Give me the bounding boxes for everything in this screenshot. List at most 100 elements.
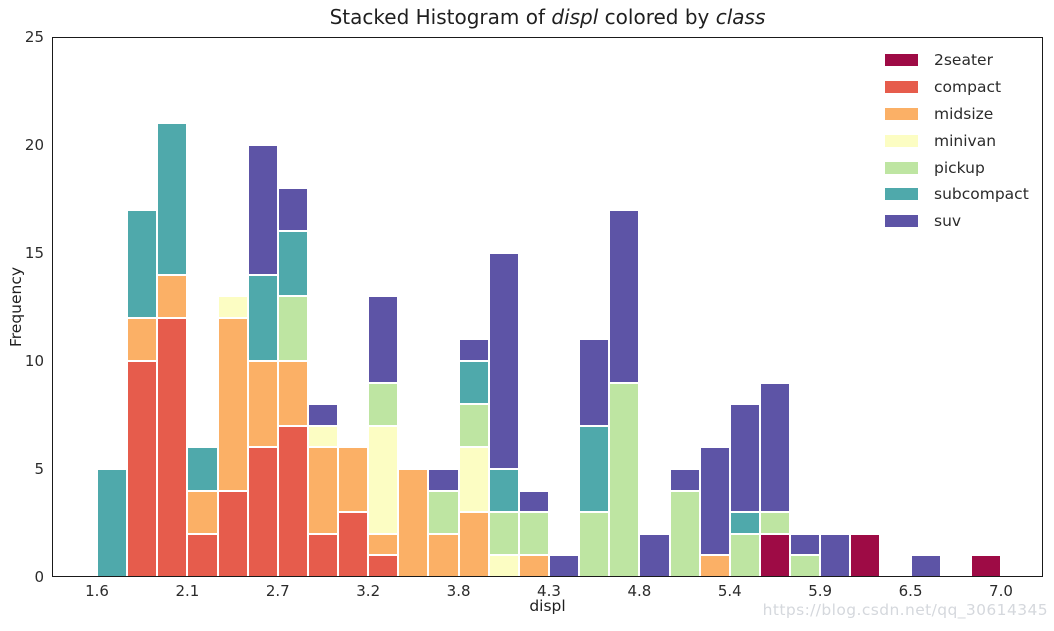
- bar-segment-suv: [609, 209, 640, 383]
- bar-segment-midsize: [307, 447, 339, 534]
- bar-segment-suv: [759, 382, 791, 513]
- bar-segment-pickup: [579, 512, 610, 577]
- bar-segment-suv: [488, 253, 519, 469]
- x-tick-label: 7.0: [989, 582, 1013, 600]
- bar-segment-compact: [247, 447, 278, 577]
- legend: 2seater compact midsize minivan pickup subcom…: [885, 47, 1029, 235]
- bar-segment-subcompact: [458, 361, 489, 405]
- x-tick-label: 3.2: [356, 582, 381, 600]
- x-tick-label: 3.8: [446, 582, 471, 600]
- bar-segment-compact: [157, 317, 188, 577]
- bar-segment-pickup: [428, 490, 459, 534]
- bar-segment-midsize: [458, 512, 489, 577]
- legend-item-minivan: minivan: [885, 127, 1029, 154]
- bar-segment-midsize: [699, 555, 730, 577]
- bar-segment-subcompact: [277, 231, 308, 297]
- bar-segment-2seater: [759, 533, 791, 577]
- bar-segment-pickup: [790, 555, 821, 577]
- y-tick-label: 15: [24, 244, 44, 262]
- bar-segment-minivan: [368, 425, 399, 534]
- bar-segment-midsize: [518, 555, 549, 577]
- bar-segment-suv: [548, 555, 580, 577]
- legend-item-2seater: 2seater: [885, 47, 1029, 74]
- bar-segment-subcompact: [579, 425, 610, 513]
- bar-segment-minivan: [458, 447, 489, 513]
- plot-area: [52, 37, 1043, 577]
- bar-segment-minivan: [217, 296, 248, 318]
- bar-segment-pickup: [488, 512, 519, 556]
- bar-segment-suv: [910, 555, 941, 577]
- bar-segment-pickup: [609, 382, 640, 577]
- x-tick-label: 4.8: [627, 582, 652, 600]
- bar-segment-midsize: [398, 469, 429, 577]
- x-axis-label: displ: [529, 597, 566, 615]
- bar-segment-suv: [699, 447, 730, 556]
- legend-swatch-subcompact: [885, 188, 918, 201]
- bar-segment-subcompact: [247, 274, 278, 361]
- bar-segment-compact: [127, 361, 158, 577]
- legend-label: minivan: [934, 131, 997, 150]
- x-tick-label: 2.1: [175, 582, 200, 600]
- x-tick-label: 5.4: [717, 582, 742, 600]
- y-axis-label: Frequency: [7, 266, 25, 348]
- bar-segment-suv: [307, 404, 339, 426]
- bar-segment-compact: [187, 533, 218, 577]
- x-tick-label: 4.3: [537, 582, 561, 600]
- legend-swatch-suv: [885, 215, 918, 228]
- bar-segment-compact: [307, 533, 339, 577]
- bar-segment-compact: [368, 555, 399, 577]
- bar-segment-suv: [639, 533, 670, 577]
- legend-item-subcompact: subcompact: [885, 181, 1029, 208]
- legend-swatch-pickup: [885, 161, 918, 174]
- bar-segment-suv: [790, 533, 821, 556]
- bar-segment-midsize: [157, 274, 188, 318]
- chart-title: Stacked Histogram of displ colored by cl…: [52, 5, 1043, 29]
- bar-segment-midsize: [338, 447, 369, 513]
- bar-segment-pickup: [277, 296, 308, 361]
- legend-label: subcompact: [934, 185, 1029, 204]
- bar-segment-minivan: [307, 425, 339, 448]
- bar-segment-pickup: [458, 404, 489, 448]
- bar-segment-midsize: [368, 533, 399, 556]
- bar-segment-suv: [579, 339, 610, 426]
- legend-swatch-compact: [885, 81, 918, 94]
- chart-title-var-displ: displ: [551, 5, 599, 29]
- bar-segment-suv: [247, 145, 278, 275]
- bar-segment-pickup: [759, 512, 791, 534]
- bar-segment-suv: [729, 404, 760, 513]
- bar-segment-midsize: [127, 317, 158, 361]
- bar-segment-subcompact: [729, 512, 760, 534]
- watermark: https://blog.csdn.net/qq_30614345: [762, 601, 1048, 619]
- legend-label: suv: [934, 212, 962, 231]
- x-tick-label: 5.9: [808, 582, 833, 600]
- bar-segment-midsize: [217, 317, 248, 491]
- y-tick-label: 10: [24, 352, 44, 370]
- bar-segment-suv: [820, 533, 851, 577]
- bar-segment-2seater: [970, 555, 1001, 577]
- bar-segment-pickup: [368, 382, 399, 426]
- bar-segment-midsize: [247, 361, 278, 448]
- bar-segment-midsize: [277, 361, 308, 426]
- bar-segment-2seater: [850, 533, 881, 577]
- legend-label: 2seater: [934, 51, 993, 70]
- bar-segment-suv: [428, 469, 459, 491]
- bar-segment-compact: [217, 490, 248, 577]
- legend-item-pickup: pickup: [885, 154, 1029, 181]
- y-tick-label: 5: [34, 460, 44, 478]
- bar-segment-subcompact: [488, 469, 519, 513]
- legend-item-compact: compact: [885, 74, 1029, 101]
- bar-segment-suv: [669, 469, 700, 491]
- legend-item-midsize: midsize: [885, 101, 1029, 128]
- y-tick-label: 0: [34, 568, 44, 586]
- legend-item-suv: suv: [885, 208, 1029, 235]
- bar-segment-suv: [518, 490, 549, 513]
- y-axis-label-wrap: Frequency: [2, 37, 30, 577]
- x-tick-label: 1.6: [85, 582, 109, 600]
- bar-segment-pickup: [669, 490, 700, 577]
- y-tick-label: 20: [24, 136, 44, 154]
- bar-segment-pickup: [729, 533, 760, 577]
- bar-segment-suv: [368, 296, 399, 383]
- bar-segment-midsize: [187, 490, 218, 534]
- legend-label: compact: [934, 78, 1002, 97]
